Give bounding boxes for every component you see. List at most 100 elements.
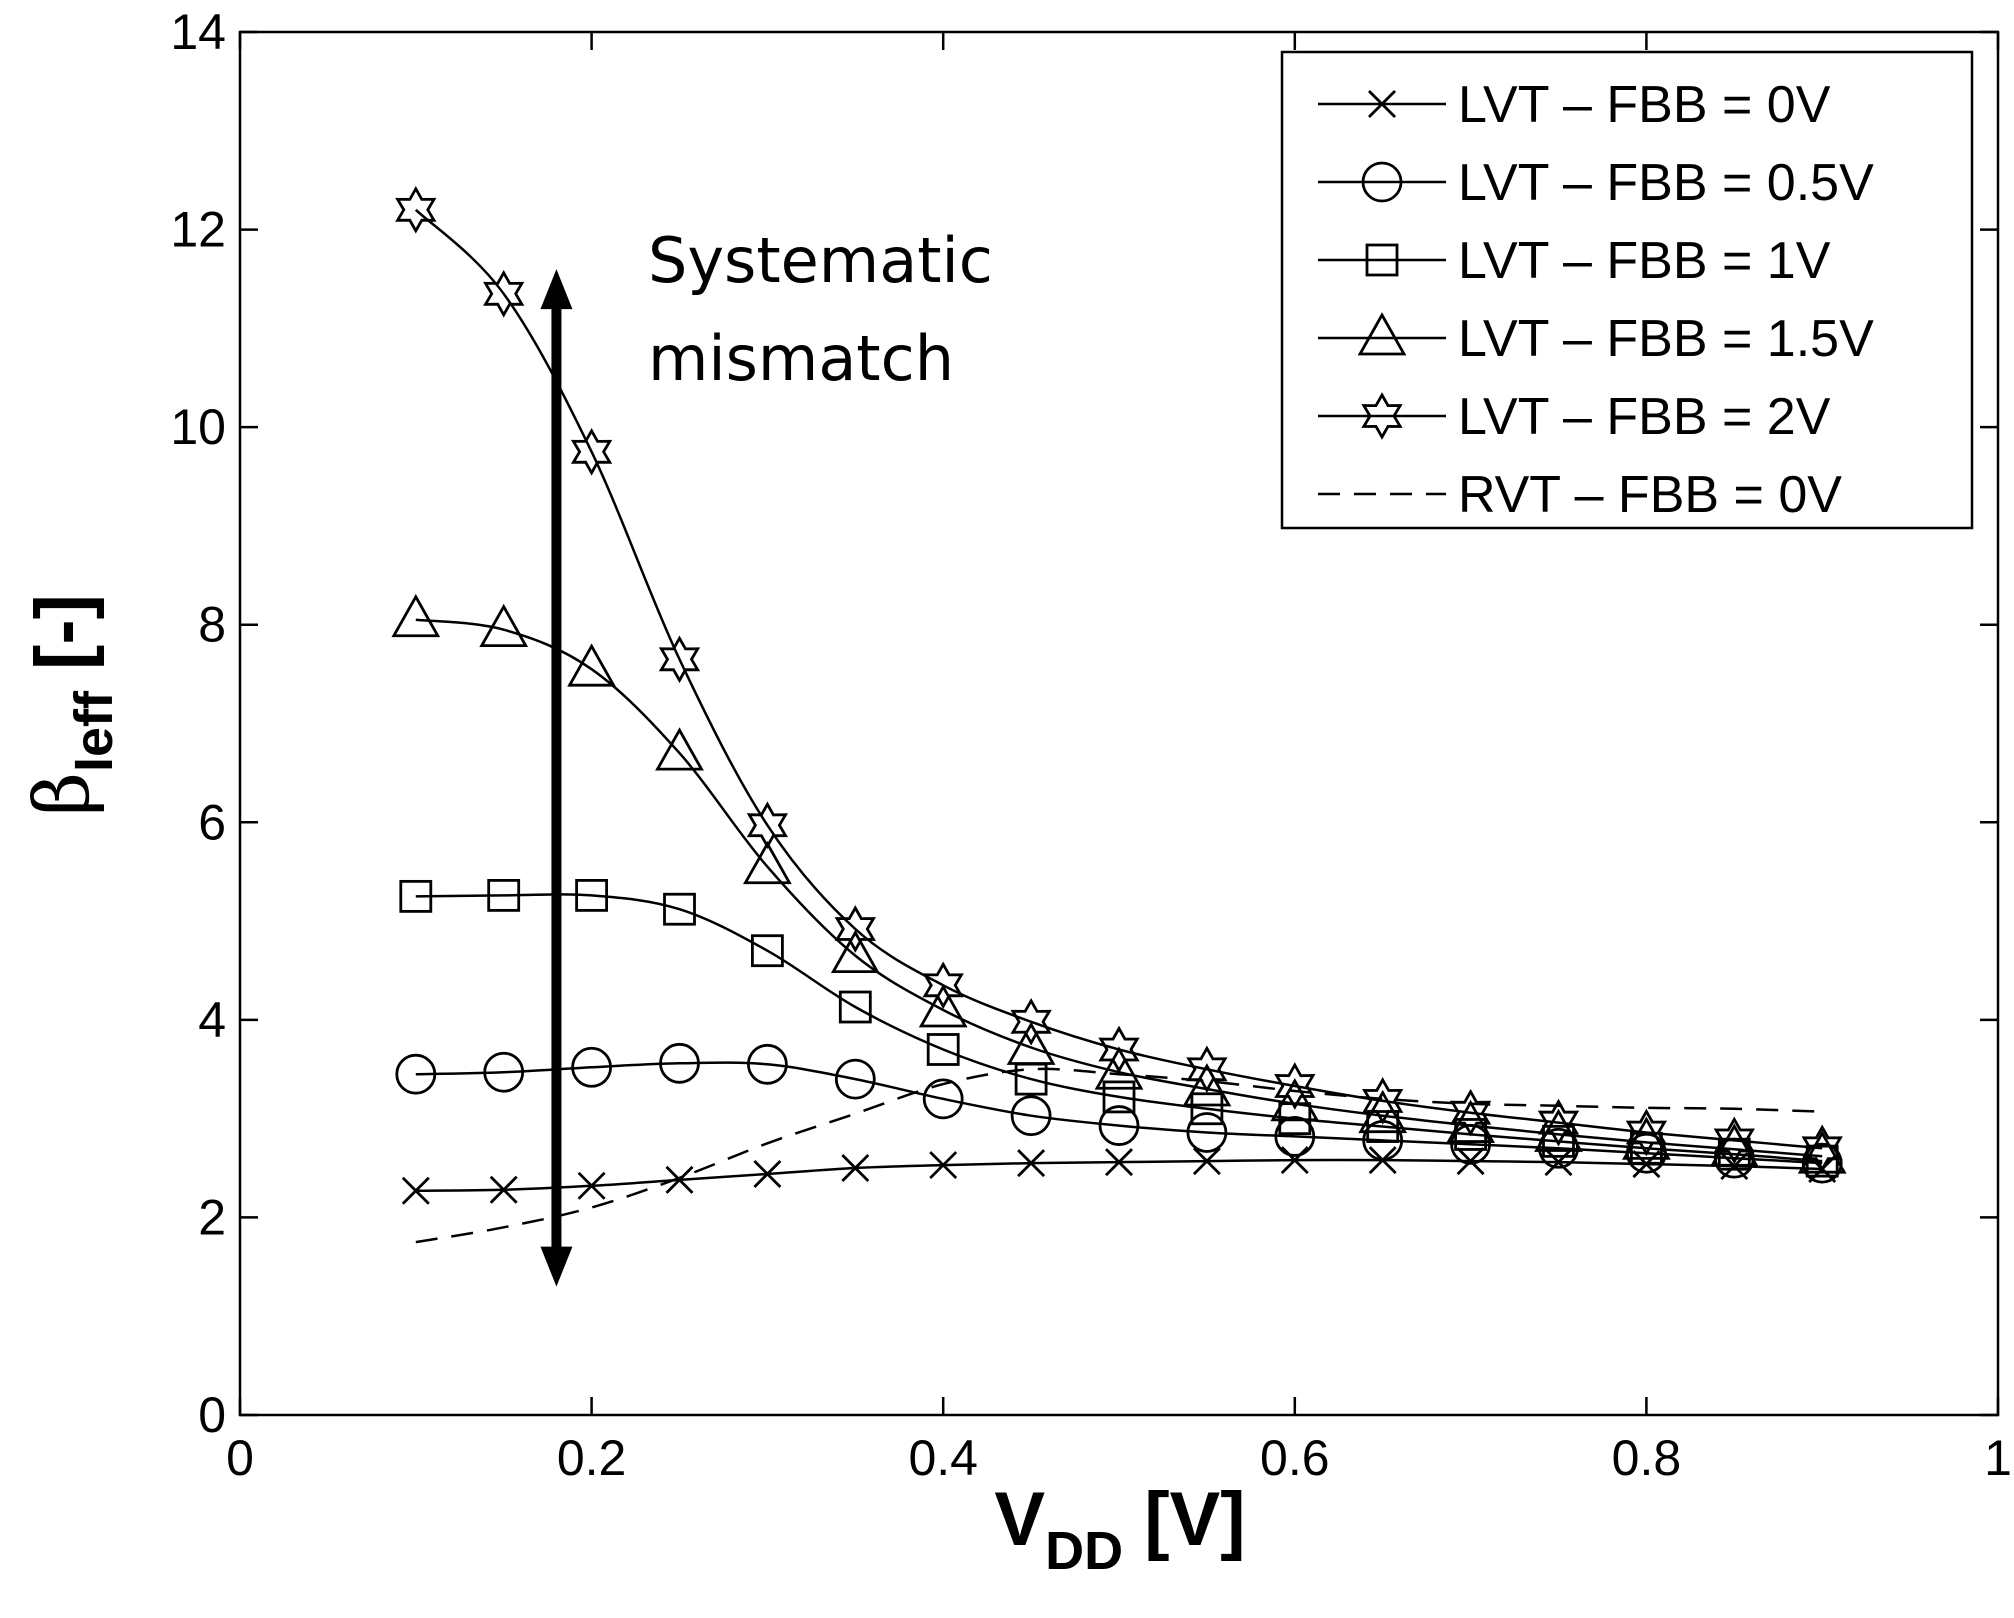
data-point bbox=[1098, 1105, 1140, 1146]
data-point bbox=[1270, 1077, 1320, 1122]
y-tick-label: 10 bbox=[170, 399, 226, 455]
data-point bbox=[743, 840, 792, 885]
data-point bbox=[922, 961, 964, 1010]
data-point bbox=[665, 1165, 694, 1194]
data-point bbox=[834, 905, 876, 953]
series-5 bbox=[395, 185, 1843, 1173]
legend-marker bbox=[1365, 243, 1399, 277]
data-point bbox=[567, 643, 616, 687]
series-2 bbox=[395, 1042, 1843, 1184]
data-point bbox=[399, 879, 433, 913]
x-tick-label: 0.4 bbox=[908, 1430, 978, 1486]
data-point bbox=[1192, 1147, 1221, 1176]
data-point bbox=[751, 934, 784, 968]
legend-box bbox=[1280, 50, 1974, 530]
data-point bbox=[1709, 1123, 1759, 1167]
data-point bbox=[1190, 1092, 1224, 1126]
data-point bbox=[1186, 1112, 1228, 1153]
data-point bbox=[1534, 1108, 1583, 1152]
plot-area-frame bbox=[238, 30, 2000, 1417]
legend-entry-2: LVT – FBB = 0.5V bbox=[1318, 154, 1874, 212]
legend-label: RVT – FBB = 0V bbox=[1458, 466, 1842, 524]
data-point bbox=[1713, 1116, 1755, 1165]
data-point bbox=[1010, 1095, 1052, 1137]
legend: LVT – FBB = 0V LVT – FBB = 0.5V LVT – FBB … bbox=[1280, 50, 1974, 530]
data-point bbox=[655, 727, 704, 771]
x-axis-label: VDD [V] bbox=[994, 1477, 1245, 1581]
data-point bbox=[746, 801, 789, 850]
data-point bbox=[483, 269, 525, 318]
mismatch-arrow-head-bottom bbox=[540, 1246, 573, 1287]
legend-label: LVT – FBB = 1V bbox=[1458, 232, 1831, 290]
data-point bbox=[834, 1058, 876, 1100]
data-point bbox=[1010, 997, 1052, 1046]
data-point bbox=[1102, 1080, 1136, 1114]
data-point bbox=[395, 1053, 437, 1095]
series-line bbox=[415, 1061, 1823, 1165]
data-point bbox=[926, 1033, 960, 1066]
data-point bbox=[1544, 1148, 1573, 1177]
data-point bbox=[571, 1046, 612, 1088]
data-point bbox=[1801, 1142, 1843, 1184]
data-point bbox=[1094, 1046, 1144, 1090]
series-6 bbox=[415, 1067, 1823, 1244]
y-tick-label: 4 bbox=[198, 992, 226, 1048]
data-point bbox=[575, 878, 608, 912]
annotation-text-line-1: Systematic bbox=[648, 224, 993, 297]
data-point bbox=[401, 1176, 430, 1205]
data-point bbox=[1280, 1146, 1309, 1175]
data-point bbox=[1542, 1124, 1575, 1158]
data-point bbox=[1622, 1116, 1671, 1160]
data-point bbox=[1006, 1021, 1056, 1065]
systematic-mismatch-annotation: Systematic mismatch bbox=[540, 224, 993, 1287]
x-tick-label: 0 bbox=[226, 1430, 254, 1486]
data-point bbox=[489, 1175, 518, 1204]
x-tick-label: 0.6 bbox=[1260, 1430, 1330, 1486]
data-point bbox=[841, 1154, 870, 1183]
legend-marker bbox=[1368, 90, 1396, 118]
data-point bbox=[1366, 1110, 1400, 1143]
data-point bbox=[483, 1051, 525, 1093]
y-tick-label: 6 bbox=[198, 794, 226, 850]
data-point bbox=[918, 984, 968, 1028]
y-axis-label: βIeff [-] bbox=[17, 594, 124, 816]
data-point bbox=[577, 1171, 606, 1200]
data-point bbox=[1797, 1130, 1847, 1174]
series-line bbox=[415, 893, 1823, 1163]
data-point bbox=[753, 1159, 782, 1188]
data-point bbox=[1537, 1098, 1580, 1147]
legend-entry-1: LVT – FBB = 0V bbox=[1318, 76, 1831, 134]
legend-entry-4: LVT – FBB = 1.5V bbox=[1318, 310, 1874, 368]
y-tick-label: 0 bbox=[198, 1387, 226, 1443]
legend-entry-6: RVT – FBB = 0V bbox=[1318, 466, 1842, 524]
y-tick-label: 14 bbox=[170, 4, 226, 60]
legend-label: LVT – FBB = 2V bbox=[1458, 388, 1831, 446]
series-line bbox=[415, 1067, 1823, 1244]
legend-label: LVT – FBB = 0V bbox=[1458, 76, 1831, 134]
data-point bbox=[487, 878, 521, 912]
data-point bbox=[1017, 1149, 1046, 1178]
legend-marker bbox=[1361, 392, 1403, 440]
legend-entry-5: LVT – FBB = 2V bbox=[1318, 388, 1831, 446]
y-tick-label: 8 bbox=[198, 597, 226, 653]
data-point bbox=[838, 990, 872, 1024]
annotation-text-line-2: mismatch bbox=[648, 322, 954, 395]
data-point bbox=[1625, 1108, 1668, 1157]
series-1 bbox=[401, 1146, 1837, 1205]
data-point bbox=[1362, 1077, 1404, 1125]
data-point bbox=[659, 1042, 700, 1084]
data-point bbox=[747, 1043, 788, 1085]
legend-entry-3: LVT – FBB = 1V bbox=[1318, 232, 1831, 290]
series-layer bbox=[391, 185, 1847, 1244]
legend-label: LVT – FBB = 1.5V bbox=[1458, 310, 1874, 368]
data-point bbox=[570, 427, 613, 476]
data-point bbox=[830, 929, 880, 974]
data-point bbox=[1454, 1118, 1487, 1151]
data-point bbox=[1098, 1025, 1140, 1074]
data-point bbox=[1456, 1147, 1485, 1176]
data-point bbox=[658, 635, 701, 684]
data-point bbox=[1274, 1062, 1316, 1110]
data-point bbox=[1182, 1063, 1232, 1107]
